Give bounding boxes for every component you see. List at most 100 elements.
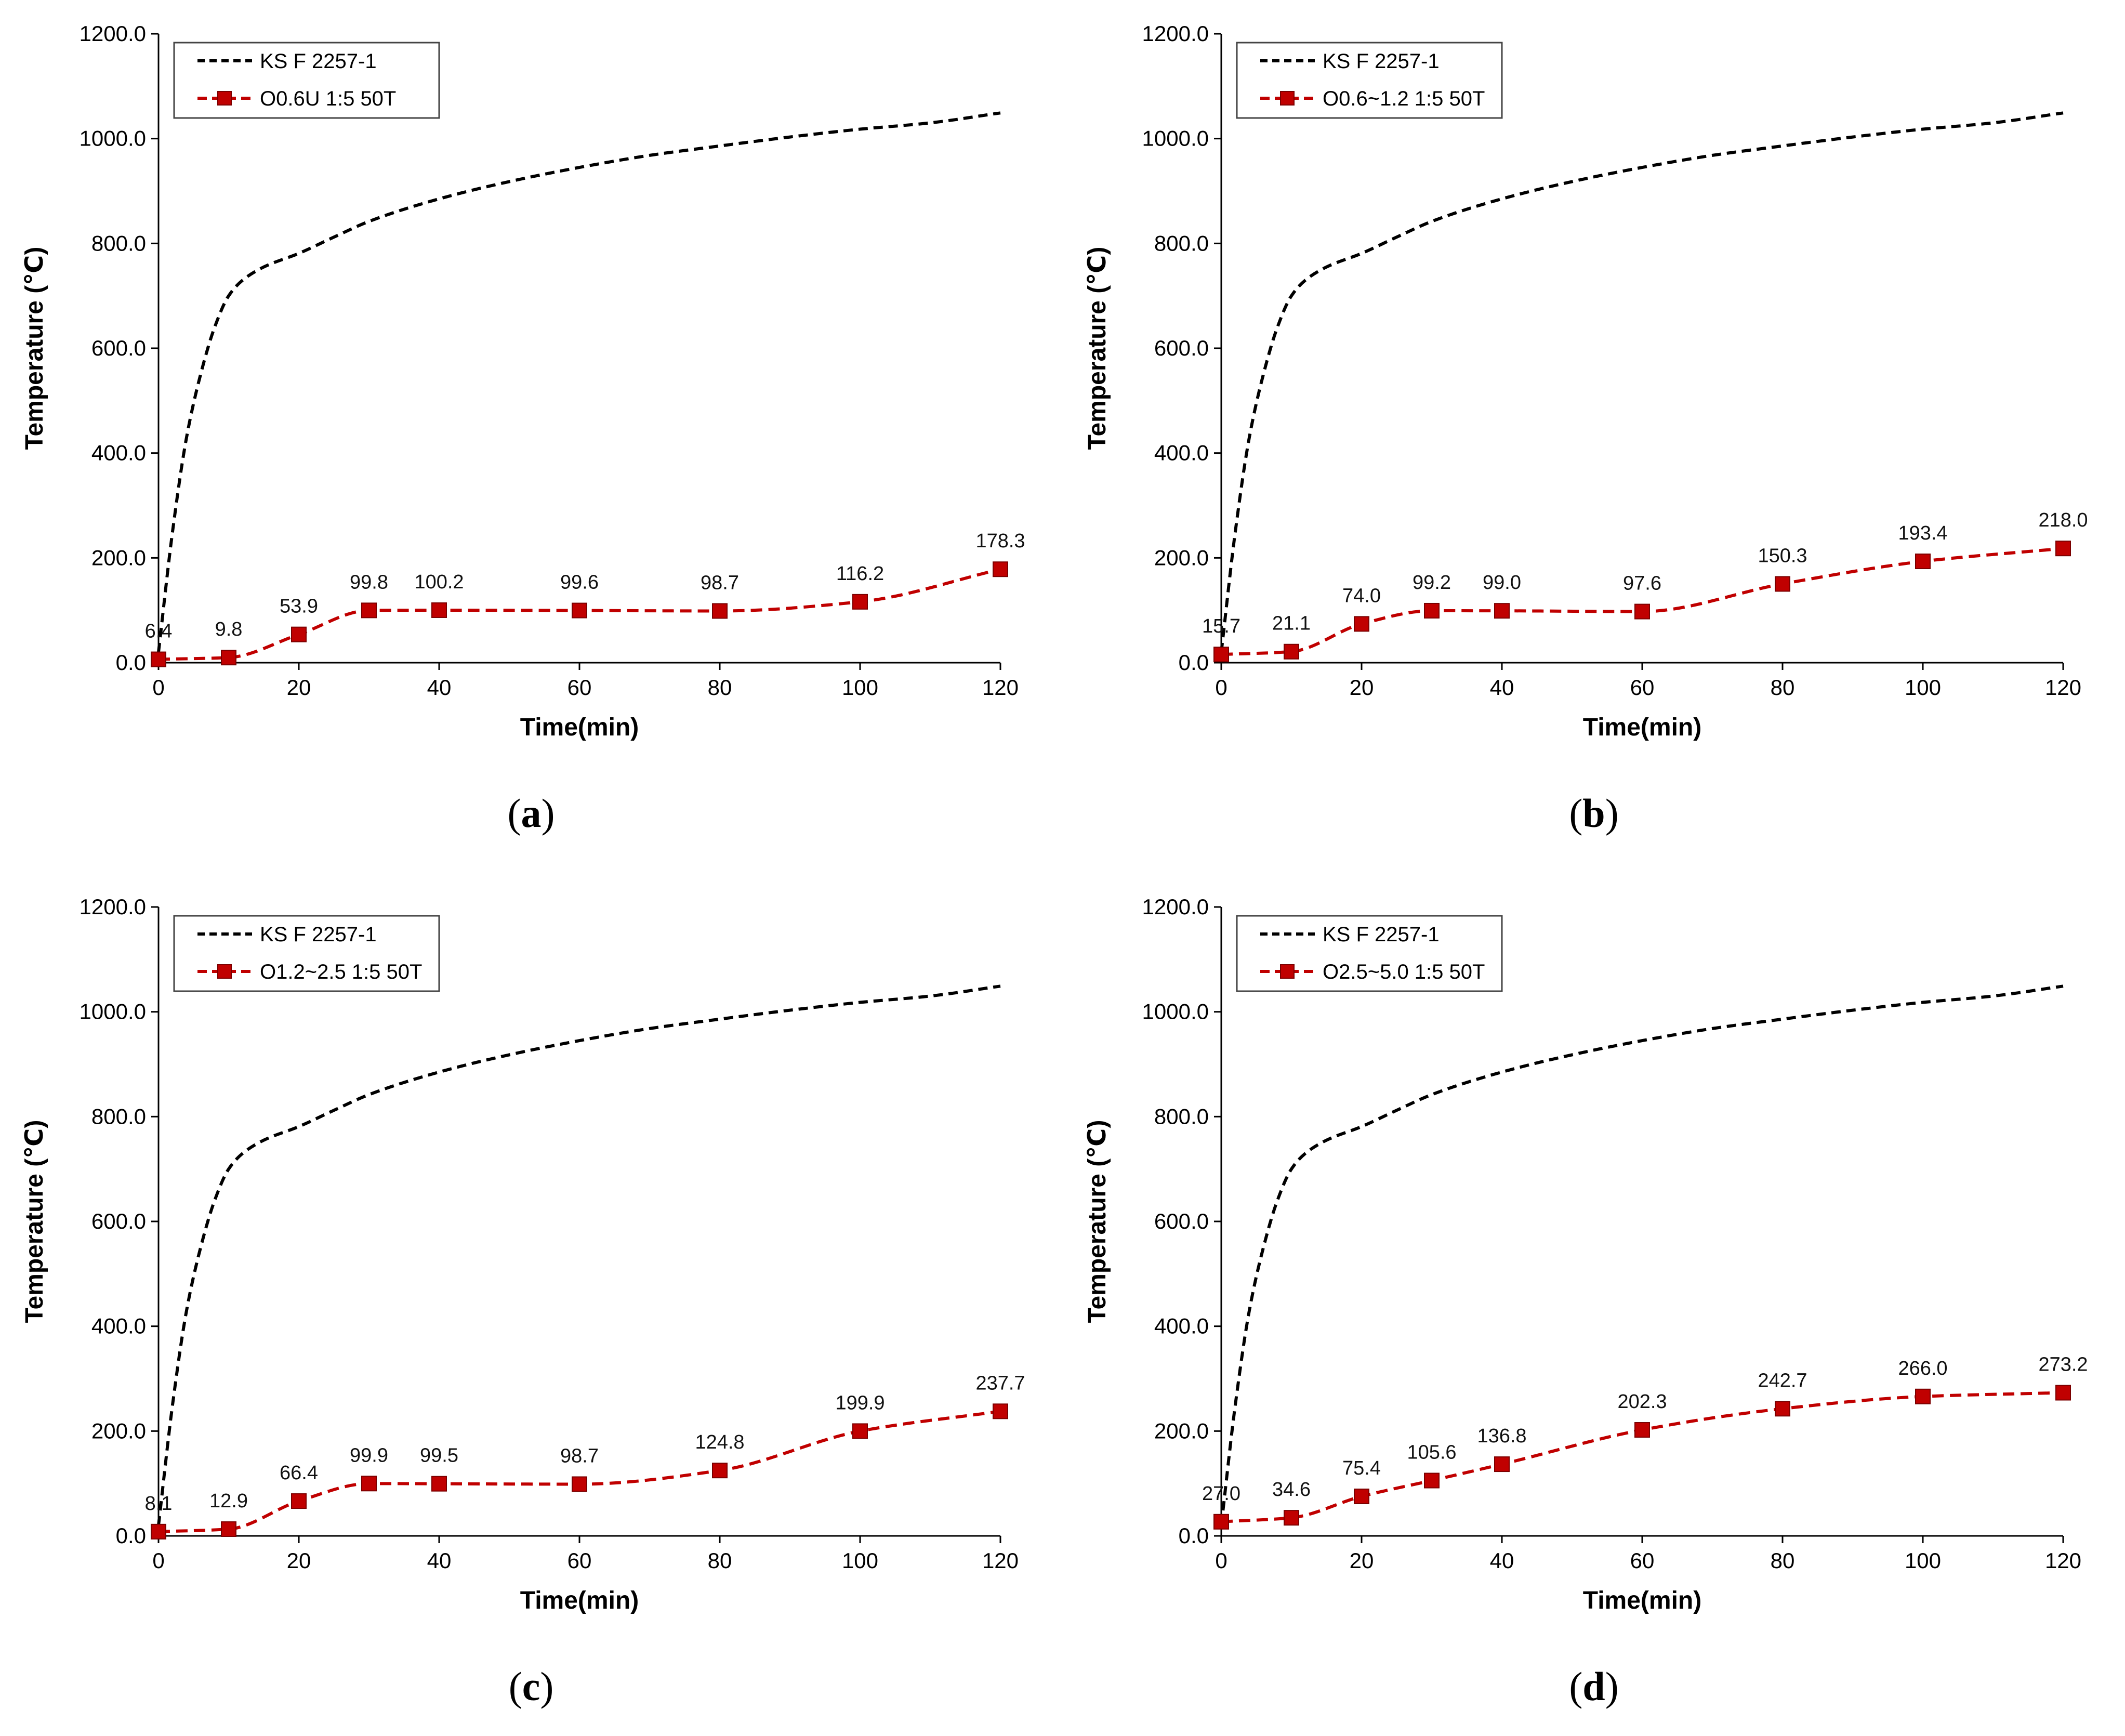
data-point-marker — [151, 651, 166, 667]
data-point-marker — [221, 650, 236, 666]
y-tick-label: 400.0 — [91, 1314, 146, 1338]
data-point-marker — [852, 1423, 868, 1439]
data-point-marker — [1775, 1401, 1790, 1417]
legend-entry-label: KS F 2257-1 — [260, 50, 377, 73]
data-point-marker — [221, 1521, 236, 1537]
x-tick-label: 100 — [842, 1548, 878, 1573]
x-tick-label: 20 — [287, 675, 311, 700]
data-point-marker — [361, 1476, 377, 1492]
x-tick-label: 80 — [708, 1548, 732, 1573]
data-point-marker — [431, 602, 447, 618]
legend-marker — [217, 91, 232, 106]
legend-marker — [1280, 91, 1295, 106]
data-point-marker — [1915, 1388, 1931, 1404]
x-tick-label: 100 — [1905, 1548, 1941, 1573]
data-point-marker — [852, 594, 868, 610]
data-point-marker — [1915, 553, 1931, 569]
x-axis-title: Time(min) — [1583, 1587, 1701, 1614]
caption-c: (c) — [508, 1664, 554, 1709]
legend-marker — [1280, 964, 1295, 979]
standard-fire-curve-line — [1220, 111, 2064, 653]
data-label: 99.0 — [1483, 572, 1521, 594]
specimen-temperature-line — [158, 1410, 1001, 1533]
x-tick-label: 60 — [1630, 675, 1655, 700]
x-tick-label: 40 — [1490, 1548, 1514, 1573]
data-label: 74.0 — [1342, 585, 1381, 607]
data-label: 99.6 — [560, 572, 599, 594]
y-tick-label: 200.0 — [91, 1418, 146, 1443]
legend-entry-label: O0.6~1.2 1:5 50T — [1323, 87, 1485, 110]
y-tick-label: 1000.0 — [80, 126, 146, 151]
data-label: 266.0 — [1898, 1358, 1947, 1379]
x-tick-label: 60 — [567, 1548, 592, 1573]
data-point-marker — [1494, 1456, 1510, 1472]
data-label: 124.8 — [695, 1431, 744, 1453]
data-label: 75.4 — [1342, 1457, 1381, 1479]
legend-entry-label: KS F 2257-1 — [1323, 50, 1440, 73]
data-label: 242.7 — [1758, 1370, 1807, 1391]
x-tick-label: 120 — [2045, 1548, 2081, 1573]
y-tick-label: 0.0 — [116, 1523, 146, 1548]
data-point-marker — [572, 602, 587, 619]
y-tick-label: 1200.0 — [1142, 21, 1209, 46]
data-point-marker — [361, 602, 377, 619]
data-label: 53.9 — [280, 596, 318, 617]
y-axis-title: Temperature (℃) — [1084, 247, 1111, 450]
y-tick-label: 800.0 — [91, 231, 146, 255]
data-point-marker — [712, 1463, 728, 1479]
data-label: 193.4 — [1898, 522, 1947, 544]
y-tick-label: 600.0 — [1154, 1209, 1209, 1233]
x-tick-label: 80 — [1771, 675, 1795, 700]
specimen-temperature-line — [158, 568, 1001, 661]
x-tick-label: 100 — [1905, 675, 1941, 700]
data-label: 199.9 — [835, 1392, 885, 1414]
data-point-marker — [993, 561, 1008, 577]
x-tick-label: 60 — [1630, 1548, 1655, 1573]
data-label: 66.4 — [280, 1462, 318, 1484]
data-label: 34.6 — [1272, 1479, 1311, 1501]
y-tick-label: 1200.0 — [80, 21, 146, 46]
data-label: 99.8 — [350, 571, 388, 593]
data-label: 202.3 — [1617, 1391, 1667, 1413]
data-label: 97.6 — [1623, 573, 1661, 595]
data-point-marker — [1213, 1514, 1229, 1530]
chart-panel-a: 0.0 200.0 400.0 600.0 800.0 1000.0 1200.0 0 20 40… — [0, 0, 1062, 863]
legend-marker — [217, 964, 232, 979]
data-label: 98.7 — [701, 572, 739, 594]
data-label: 98.7 — [560, 1445, 599, 1467]
caption-a: (a) — [507, 791, 555, 836]
y-tick-label: 0.0 — [1179, 1523, 1209, 1548]
chart-c-svg: 0.0 200.0 400.0 600.0 800.0 1000.0 1200.0 0 20 40… — [21, 895, 1025, 1614]
y-tick-label: 1000.0 — [1142, 999, 1209, 1024]
y-tick-label: 200.0 — [1154, 545, 1209, 570]
y-tick-label: 400.0 — [91, 441, 146, 465]
x-axis-title: Time(min) — [520, 1587, 639, 1614]
data-point-marker — [712, 603, 728, 619]
data-point-marker — [1354, 616, 1369, 632]
data-label: 8.1 — [145, 1493, 173, 1515]
data-point-marker — [151, 1523, 166, 1540]
data-label: 99.5 — [420, 1445, 458, 1467]
x-tick-label: 80 — [1771, 1548, 1795, 1573]
standard-fire-curve-line — [157, 111, 1001, 653]
data-point-marker — [1775, 576, 1790, 592]
y-tick-label: 600.0 — [1154, 336, 1209, 360]
y-tick-label: 800.0 — [1154, 231, 1209, 255]
standard-fire-curve-line — [157, 984, 1001, 1526]
x-tick-label: 120 — [982, 1548, 1019, 1573]
chart-panel-c: 0.0 200.0 400.0 600.0 800.0 1000.0 1200.0 0 20 40… — [0, 873, 1062, 1736]
chart-d-svg: 0.0 200.0 400.0 600.0 800.0 1000.0 1200.0 0 20 40… — [1084, 895, 2088, 1614]
data-point-marker — [1634, 1422, 1650, 1438]
y-tick-label: 1000.0 — [1142, 126, 1209, 151]
data-point-marker — [1354, 1488, 1369, 1504]
chart-panel-b: 0.0 200.0 400.0 600.0 800.0 1000.0 1200.0 0 20 40… — [1063, 0, 2125, 863]
x-tick-label: 120 — [982, 675, 1019, 700]
chart-a-svg: 0.0 200.0 400.0 600.0 800.0 1000.0 1200.0 0 20 40… — [21, 21, 1025, 741]
data-label: 15.7 — [1202, 615, 1240, 637]
data-label: 237.7 — [975, 1372, 1025, 1394]
data-label: 136.8 — [1477, 1425, 1526, 1447]
y-tick-label: 800.0 — [1154, 1104, 1209, 1128]
x-axis-title: Time(min) — [1583, 714, 1701, 741]
x-tick-label: 80 — [708, 675, 732, 700]
data-label: 178.3 — [975, 530, 1025, 552]
